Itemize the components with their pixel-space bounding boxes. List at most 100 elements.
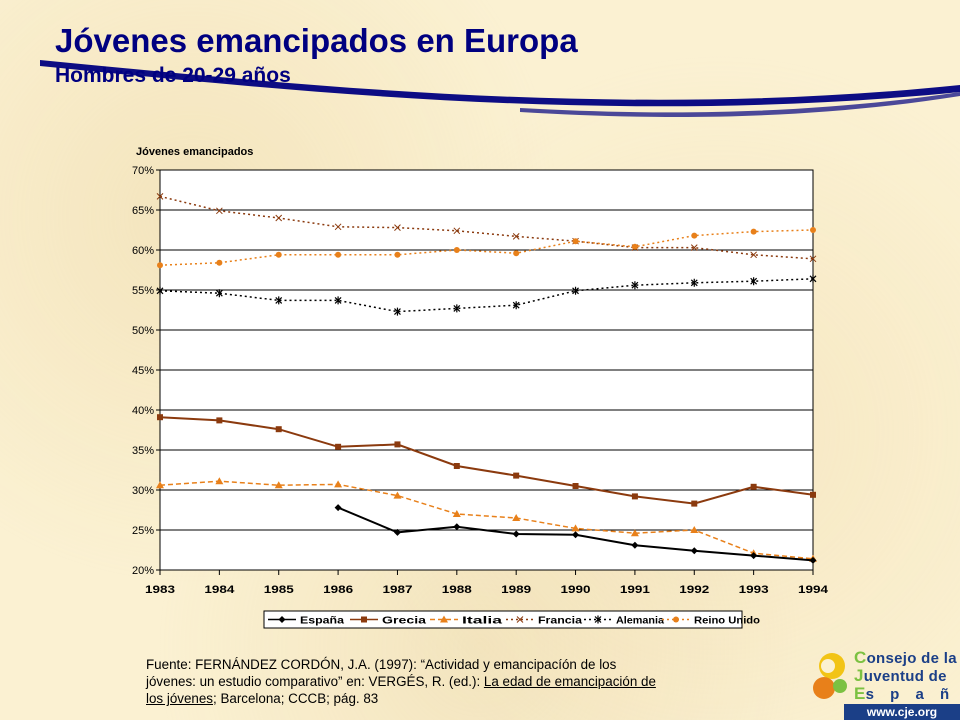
x-tick-label: 1988 [442,584,472,596]
data-point-alemania [631,281,639,290]
data-point-alemania [750,277,758,286]
x-tick-label: 1992 [679,584,709,596]
data-point-reino-unido [394,251,401,258]
data-point-reino-unido [275,251,282,258]
legend-marker-italia [440,615,448,623]
x-tick-label: 1993 [739,584,769,596]
data-point-italia [571,524,580,532]
data-point-italia [215,477,224,485]
data-point-italia [334,480,343,488]
data-point-alemania [394,307,401,316]
logo-line-1: Consejo de la [854,648,957,667]
data-point-reino-unido [216,259,223,266]
legend-marker-alemania [594,615,602,624]
data-point-grecia [157,414,163,421]
legend-label-alemania: Alemania [616,615,664,627]
data-point-reino-unido [513,250,520,257]
data-point-espana [572,531,580,539]
data-point-francia [809,255,817,263]
data-point-francia [750,251,757,259]
page-title: Jóvenes emancipados en Europa [55,22,578,59]
source-line-3b: ; Barcelona; CCCB; pág. 83 [213,691,379,706]
data-point-espana [393,528,401,536]
data-point-espana [512,530,520,538]
data-point-francia [334,223,342,231]
logo-mark-icon [813,653,847,699]
data-point-alemania [334,296,342,305]
y-tick-label: 50% [132,325,154,337]
data-point-espana [334,504,342,512]
data-point-espana [453,523,461,531]
data-point-reino-unido [572,238,579,245]
data-point-francia [156,193,164,200]
legend-marker-reino-unido [673,616,679,623]
series-alemania [156,274,817,316]
legend-label-italia: Italia [462,615,502,627]
data-point-grecia [275,426,282,433]
data-point-alemania [809,274,817,283]
x-tick-label: 1983 [145,584,175,596]
data-point-reino-unido [453,247,460,253]
data-point-alemania [512,301,520,310]
data-point-francia [690,244,698,251]
data-point-reino-unido [157,262,163,269]
data-point-reino-unido [750,228,757,235]
data-point-reino-unido [691,232,698,239]
decorative-swoosh [40,60,960,117]
data-point-francia [453,227,461,235]
data-point-alemania [453,304,461,313]
series-line-grecia [159,416,814,505]
data-point-grecia [750,483,757,490]
data-point-espana [631,541,639,549]
line-chart: 20% 25% 30% 35% 40% 45% 50% 55% 60% 65% 70% 1983 198… [132,146,829,629]
logo-url: www.cje.org [844,704,960,720]
data-point-francia [512,233,520,240]
data-point-grecia [572,483,579,489]
data-point-italia [512,514,521,521]
data-point-alemania [215,289,223,298]
x-tick-label: 1989 [501,584,531,596]
x-tick-label: 1986 [323,584,353,596]
data-point-francia [275,214,283,222]
legend-marker-espana [278,616,286,623]
data-point-alemania [156,286,164,295]
data-point-grecia [513,472,520,479]
series-grecia [157,414,816,507]
data-point-espana [750,552,758,560]
x-tick-label: 1994 [798,584,829,596]
data-point-francia [394,224,401,231]
data-point-italia [630,529,639,537]
data-point-reino-unido [335,251,342,258]
legend-label-grecia: Grecia [382,615,426,627]
data-point-grecia [691,500,698,507]
y-tick-label: 30% [132,485,154,497]
data-point-grecia [631,493,638,500]
legend-box [263,610,743,629]
data-point-grecia [394,441,401,448]
data-point-espana [690,547,698,555]
data-point-francia [216,207,223,215]
y-tick-label: 25% [132,525,154,537]
data-point-italia [690,526,699,533]
y-axis-label: Jóvenes emancipados [136,146,253,158]
y-tick-label: 60% [132,245,154,257]
data-point-italia [393,491,402,499]
y-tick-label: 45% [132,365,154,377]
y-tick-label: 65% [132,205,154,217]
legend-label-espana: España [300,615,344,627]
legend-label-reino-unido: Reino Unido [694,615,760,627]
data-point-grecia [216,417,223,424]
data-point-italia [274,481,283,489]
series-line-francia [159,195,814,260]
x-tick-label: 1991 [620,584,650,596]
y-tick-label: 20% [132,565,154,577]
page-subtitle: Hombres de 20-29 años [55,64,291,87]
y-tick-label: 40% [132,405,154,417]
logo-line-3: Es p a ñ a [854,684,960,703]
series-espana [334,504,817,564]
data-point-alemania [275,296,283,305]
legend-marker-francia [516,616,524,623]
legend-marker-grecia [361,616,367,623]
data-point-reino-unido [631,243,638,250]
source-book-title-part2: los jóvenes [146,691,213,706]
